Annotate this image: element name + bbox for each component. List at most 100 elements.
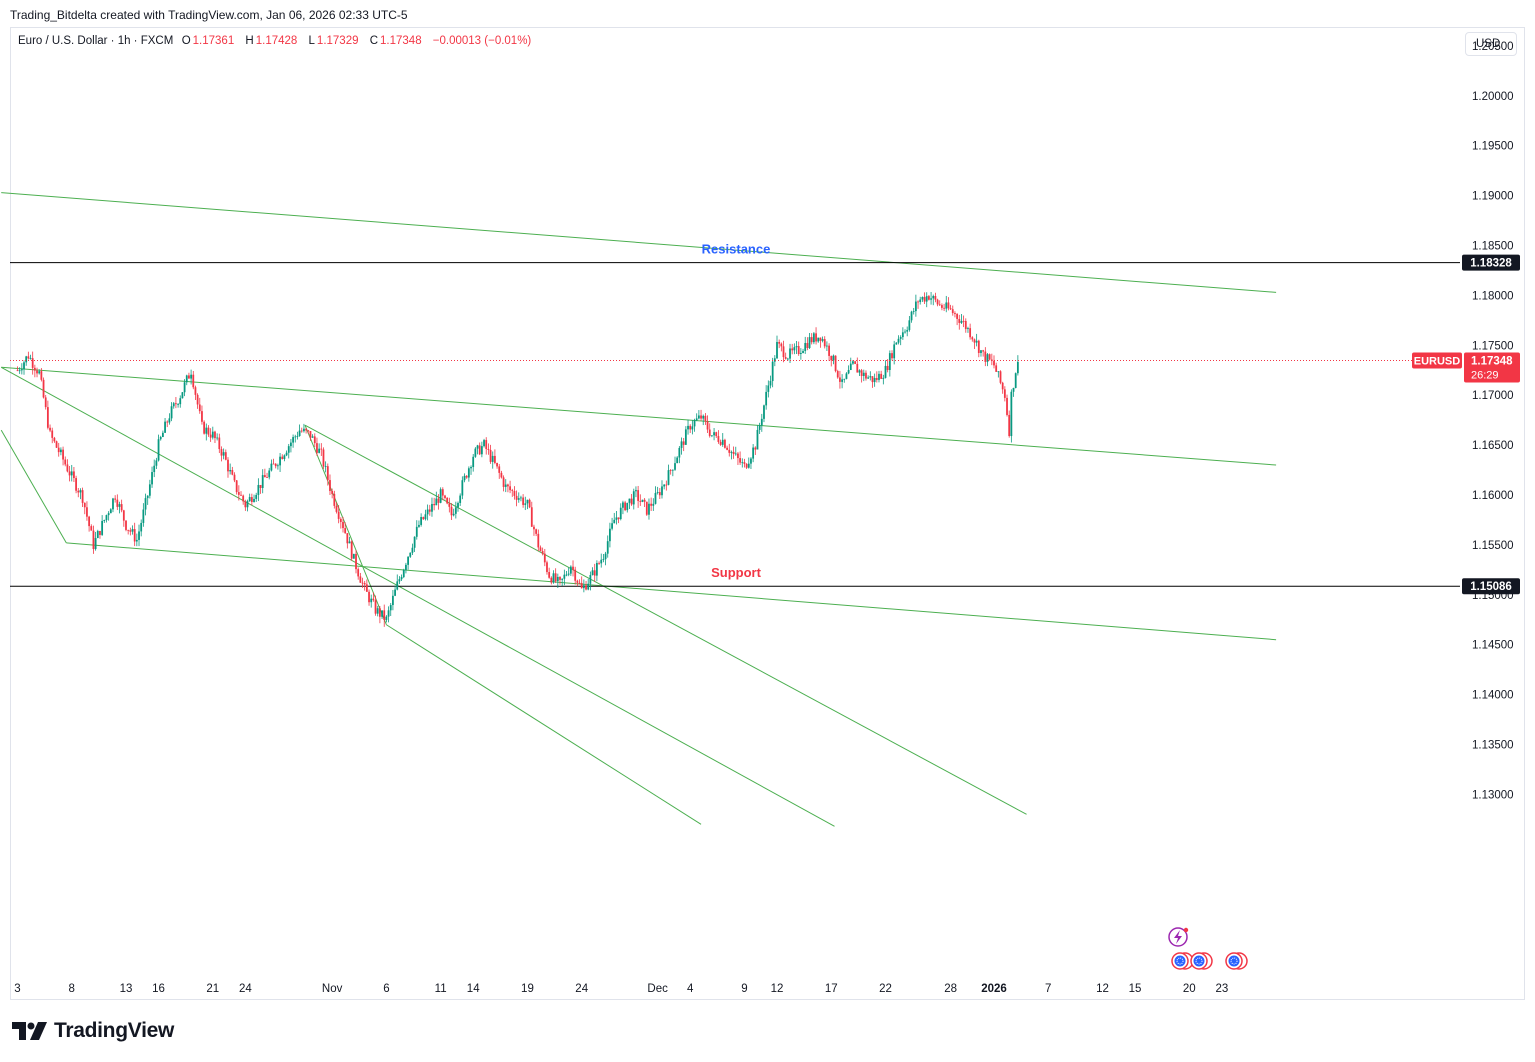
- symbol-title[interactable]: Euro / U.S. Dollar · 1h · FXCM: [18, 35, 174, 47]
- candle-body: [1014, 373, 1017, 388]
- candle-body: [118, 504, 121, 507]
- candle-body: [20, 369, 23, 371]
- candle-body: [548, 572, 551, 578]
- candle-body: [556, 576, 559, 582]
- time-tick-label: 11: [435, 983, 447, 995]
- candle-body: [626, 502, 629, 511]
- candle-body: [237, 492, 240, 495]
- candle-body: [906, 329, 909, 332]
- candle-body: [207, 427, 210, 435]
- candle-body: [411, 547, 414, 553]
- candle-body: [485, 440, 488, 449]
- support-price-label: 1.15086: [1470, 581, 1512, 593]
- price-tick-label: 1.15500: [1472, 540, 1514, 552]
- candle-body: [724, 439, 726, 448]
- candle-body: [392, 595, 394, 606]
- candle-body: [116, 499, 119, 507]
- candle-body: [515, 495, 518, 500]
- candle-body: [886, 365, 889, 371]
- candle-body: [977, 340, 980, 353]
- price-axis[interactable]: 1.215001.210001.205001.200001.195001.190…: [1472, 0, 1514, 801]
- candle-body: [496, 462, 498, 467]
- event-icons[interactable]: [1168, 927, 1248, 970]
- candle-body: [604, 553, 607, 560]
- candle-body: [463, 475, 466, 481]
- currency-button[interactable]: USD: [1465, 32, 1517, 56]
- price-tick-label: 1.20000: [1472, 91, 1514, 103]
- candle-body: [122, 510, 125, 521]
- candle-body: [947, 302, 950, 309]
- candle-body: [407, 556, 409, 565]
- candle-body: [494, 455, 496, 463]
- candle-body: [60, 449, 62, 453]
- candle-body: [563, 574, 566, 579]
- candle-body: [969, 328, 972, 338]
- candle-body: [598, 562, 600, 564]
- price-tick-label: 1.21000: [1472, 0, 1514, 3]
- price-tick-label: 1.14000: [1472, 690, 1514, 702]
- candle-body: [960, 320, 963, 323]
- candle-body: [999, 371, 1002, 383]
- candle-body: [569, 566, 572, 574]
- candle-body: [884, 365, 887, 378]
- time-tick-label: 2026: [981, 983, 1007, 995]
- chart-frame: [10, 27, 1525, 1000]
- candle-body: [910, 311, 913, 321]
- candle-body: [350, 541, 353, 559]
- candle-body: [51, 430, 54, 438]
- time-axis[interactable]: 3 8 13 16 21 24 Nov 6 11 14 19 24 Dec 4 9 12 17 22 28 2026 7…: [10, 975, 1460, 995]
- candle-body: [487, 448, 490, 450]
- candle-body: [921, 297, 924, 300]
- candle-body: [980, 350, 982, 353]
- tradingview-logo[interactable]: TradingView: [12, 1019, 174, 1043]
- economic-event-icon: [1171, 952, 1194, 970]
- candle-body: [756, 429, 759, 450]
- candle-body: [25, 356, 28, 363]
- candle-body: [595, 562, 598, 576]
- candle-body: [422, 517, 425, 520]
- candle-body: [27, 356, 30, 359]
- candle-body: [954, 313, 956, 315]
- candle-body: [847, 370, 850, 374]
- candle-body: [263, 475, 266, 478]
- close-key: C: [369, 35, 379, 47]
- candle-body: [368, 591, 370, 603]
- candle-body: [431, 503, 433, 512]
- candle-body: [704, 415, 707, 422]
- candle-body: [930, 298, 932, 300]
- candle-body: [622, 502, 624, 508]
- candle-body: [320, 448, 323, 450]
- candle-body: [1016, 361, 1019, 374]
- candle-body: [882, 377, 885, 379]
- candle-body: [23, 362, 25, 370]
- candle-body: [507, 484, 509, 487]
- candle-body: [793, 347, 796, 351]
- candle-body: [897, 338, 900, 343]
- candle-body: [912, 311, 915, 312]
- time-tick-label: 24: [239, 983, 252, 995]
- candle-body: [856, 363, 859, 373]
- countdown-label: 26:29: [1471, 369, 1499, 381]
- candle-body: [227, 459, 229, 472]
- candle-body: [36, 370, 38, 374]
- candle-body: [500, 472, 503, 478]
- candle-body: [428, 509, 431, 512]
- candle-body: [576, 580, 579, 583]
- candle-body: [175, 403, 177, 405]
- trendline-2: [0, 429, 67, 544]
- time-tick-label: Dec: [647, 983, 668, 995]
- candle-body: [454, 507, 457, 514]
- candle-body: [741, 462, 744, 464]
- symbol-info-bar[interactable]: Euro / U.S. Dollar · 1h · FXCM O 1.17361 …: [18, 35, 539, 47]
- candle-body: [457, 502, 459, 508]
- candle-body: [511, 490, 514, 492]
- resistance-label: Resistance: [702, 242, 771, 257]
- candle-body: [826, 345, 828, 347]
- candle-body: [875, 377, 878, 380]
- candle-body: [18, 370, 21, 372]
- candle-body: [782, 346, 785, 358]
- candle-body: [305, 428, 308, 431]
- candle-body: [871, 376, 874, 383]
- candle-body: [635, 490, 637, 492]
